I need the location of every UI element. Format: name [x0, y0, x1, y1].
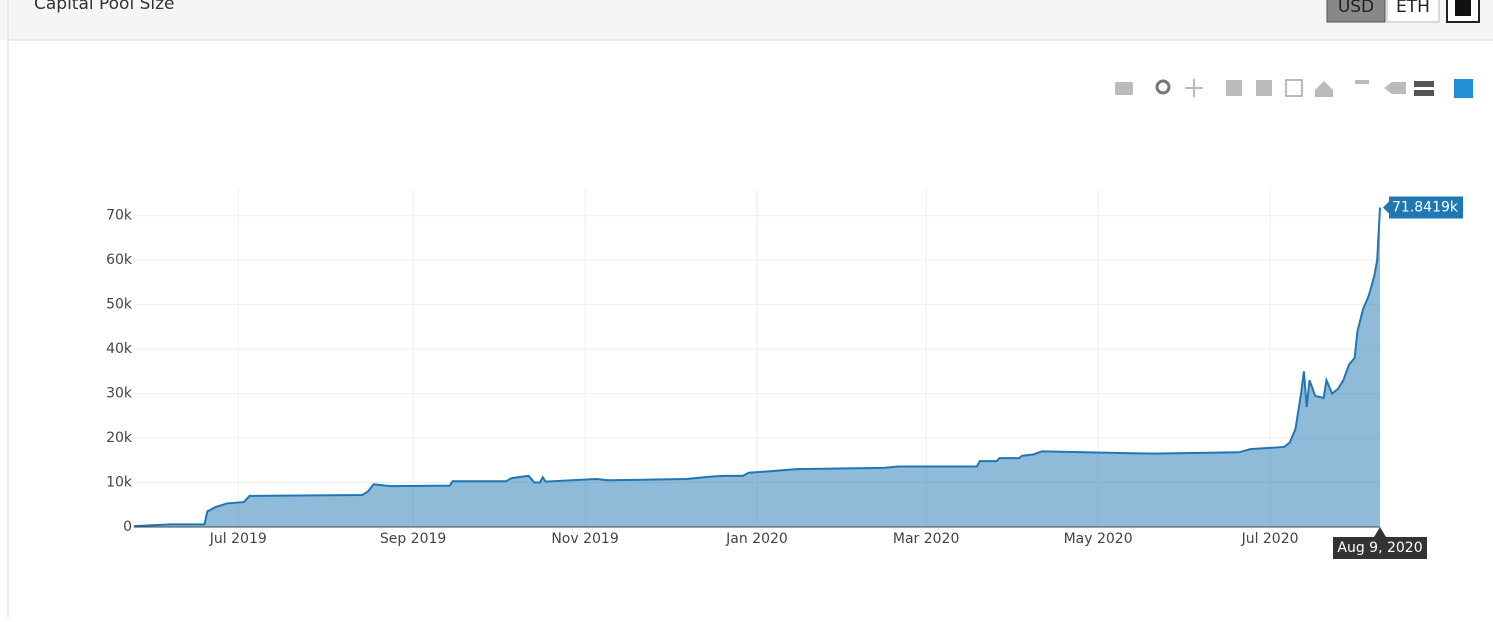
- eth-button[interactable]: [1386, 0, 1440, 23]
- y-tick-label: 0: [123, 519, 132, 535]
- hover-value-label: 71.8419k: [1392, 199, 1459, 215]
- camera-icon[interactable]: [1115, 82, 1133, 95]
- hover-x-box: [1333, 527, 1427, 559]
- usd-button[interactable]: [1326, 0, 1386, 23]
- zoom-out-icon[interactable]: [1256, 80, 1272, 96]
- eth-label[interactable]: ETH: [1396, 0, 1430, 17]
- header-bar: [0, 0, 1493, 40]
- zoom-in-icon[interactable]: [1226, 80, 1242, 96]
- y-tick-label: 60k: [106, 252, 133, 268]
- y-tick-label: 20k: [106, 430, 133, 446]
- line: [133, 207, 1381, 528]
- spike-icon[interactable]: [1355, 80, 1369, 84]
- plot: 0 10k 20k 30k 40k 50k 60k 70k Jul 2019 Sep 2019 No…: [106, 189, 1463, 559]
- area-fill: [134, 207, 1380, 527]
- pan-icon[interactable]: [1185, 79, 1203, 97]
- hover-box: [1383, 196, 1463, 219]
- x-tick-label: Nov 2019: [551, 531, 618, 547]
- x-tick-label: Jan 2020: [725, 531, 788, 547]
- panel-title: Capital Pool Size: [34, 0, 174, 14]
- x-tick-label: Jul 2019: [209, 531, 267, 547]
- x-tick-label: May 2020: [1064, 531, 1133, 547]
- hover-closest-icon[interactable]: [1384, 82, 1406, 94]
- modebar: [1115, 79, 1473, 98]
- plotly-logo[interactable]: [1454, 79, 1473, 98]
- compare-icon-2[interactable]: [1414, 90, 1434, 96]
- hover-x-label: Aug 9, 2020: [1337, 540, 1422, 556]
- autoscale-icon[interactable]: [1285, 79, 1303, 97]
- reset-icon[interactable]: [1315, 81, 1333, 97]
- x-tick-label: Mar 2020: [893, 531, 960, 547]
- y-tick-label: 10k: [106, 475, 133, 491]
- zoom-icon[interactable]: [1155, 79, 1171, 95]
- y-tick-label: 50k: [106, 297, 133, 313]
- x-tick-label: Jul 2020: [1241, 531, 1299, 547]
- compare-icon[interactable]: [1414, 81, 1434, 87]
- y-tick-label: 30k: [106, 386, 133, 402]
- usd-label[interactable]: USD: [1338, 0, 1374, 17]
- y-tick-label: 40k: [106, 341, 133, 357]
- csv-icon: [1455, 0, 1471, 16]
- y-tick-label: 70k: [106, 208, 133, 224]
- x-tick-label: Sep 2019: [380, 531, 446, 547]
